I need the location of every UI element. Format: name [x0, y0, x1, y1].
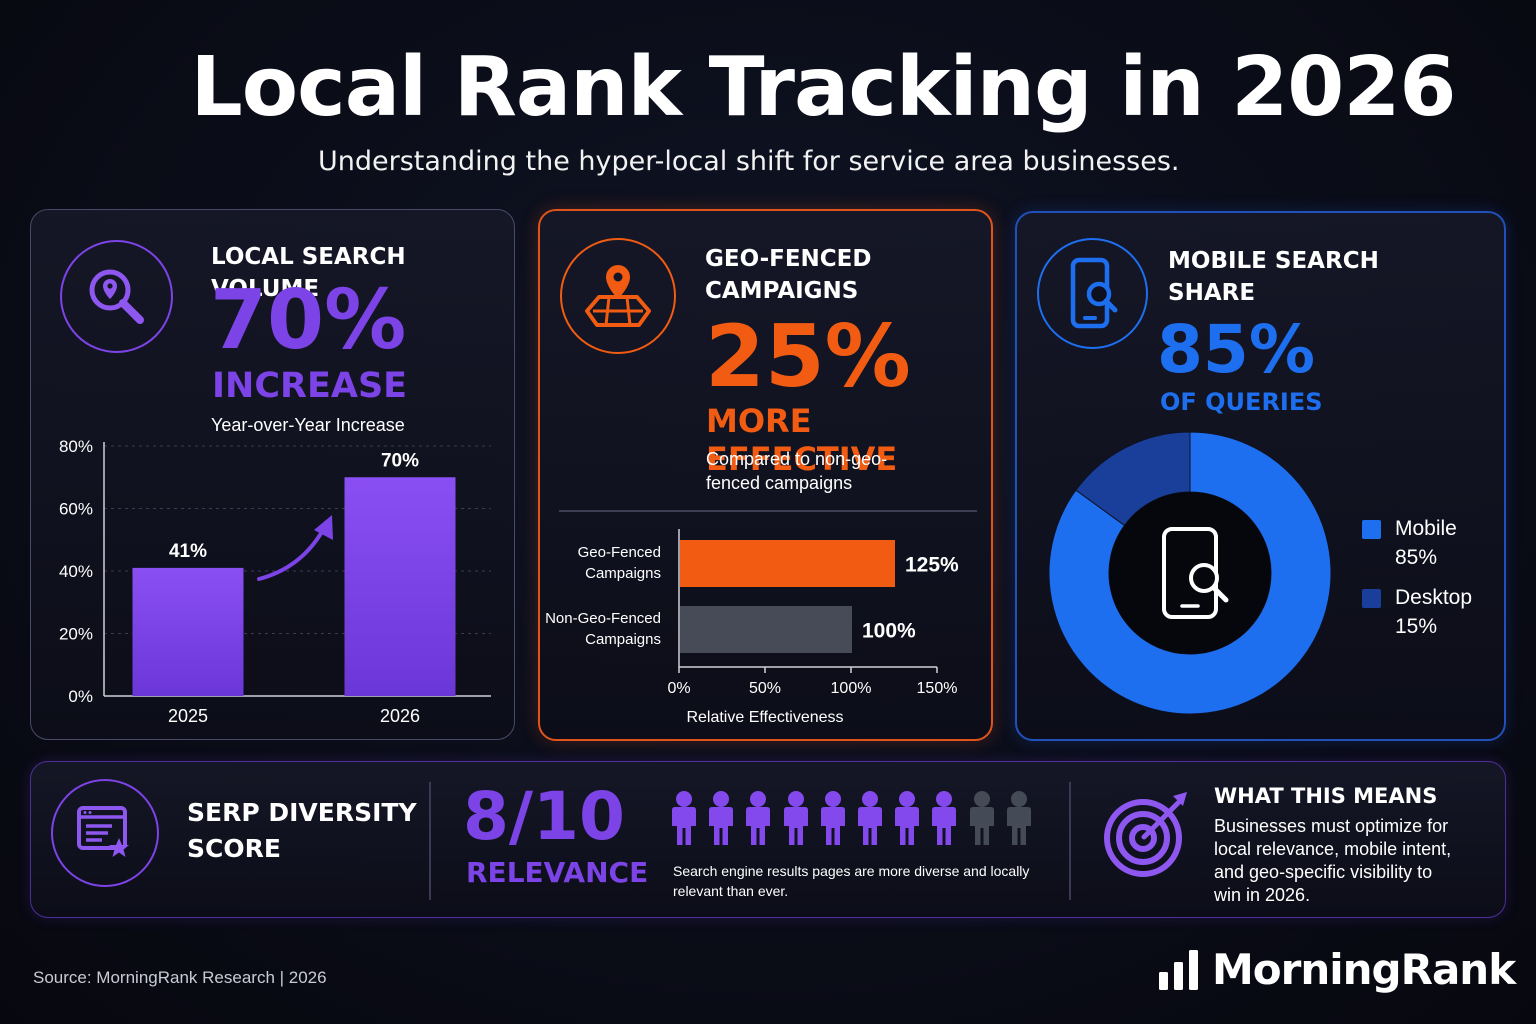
means-line4: win in 2026. [1214, 885, 1311, 905]
person-icon-filled [932, 791, 957, 845]
x-tick-label: 2026 [380, 706, 420, 726]
brand-logo: MorningRank [1158, 945, 1516, 994]
x-tick-label: 50% [749, 680, 781, 697]
serp-note-line1: Search engine results pages are more div… [673, 863, 1030, 879]
geo-note-line2: fenced campaigns [706, 473, 853, 493]
geo-divider [559, 510, 977, 512]
y-tick-label: 80% [59, 437, 93, 456]
person-icon-empty [969, 791, 994, 845]
search-location-icon [60, 240, 173, 353]
mobile-heading-line2: SHARE [1168, 280, 1256, 306]
bar-chart-logo-icon [1159, 949, 1198, 990]
geo-note-line1: Compared to non-geo- [706, 449, 888, 469]
bar-data-label: 70% [381, 450, 419, 471]
y-tick-label: 40% [59, 562, 93, 581]
serp-score-people [669, 790, 1039, 850]
person-icon-filled [895, 791, 920, 845]
legend-desktop-swatch [1362, 589, 1381, 608]
serp-note-line2: relevant than ever. [673, 883, 789, 899]
page-title: Local Rank Tracking in 2026 [190, 40, 1457, 135]
hbar-data-label: 125% [905, 554, 959, 577]
x-axis-label: Relative Effectiveness [686, 709, 843, 726]
search-volume-heading: LOCAL SEARCH VOLUME [211, 244, 406, 302]
search-volume-label: INCREASE [212, 366, 408, 406]
serp-divider-right [1069, 782, 1071, 900]
bar-data-label: 41% [169, 541, 207, 562]
browser-star-icon [51, 779, 159, 887]
legend-mobile-swatch [1362, 520, 1381, 539]
geo-heading-line1: GEO-FENCED [705, 246, 872, 272]
serp-value: 8/10 [463, 778, 625, 855]
bar-2026 [344, 477, 456, 696]
legend-mobile: Mobile 85% [1362, 514, 1457, 572]
person-icon-filled [783, 791, 808, 845]
mobile-value: 85% [1157, 311, 1315, 388]
search-volume-bar-chart: 0% 20% 40% 60% 80% 41% 2025 70% 2026 [59, 437, 491, 726]
serp-heading-line2: SCORE [187, 834, 281, 863]
geo-value: 25% [705, 307, 911, 407]
mobile-search-icon [1037, 238, 1148, 349]
person-icon-filled [746, 791, 771, 845]
legend-desktop: Desktop 15% [1362, 583, 1472, 641]
search-volume-note: Year-over-Year Increase [211, 415, 405, 435]
mobile-share-card: MOBILE SEARCH SHARE 85% OF QUERIES Mobil… [1015, 211, 1506, 741]
y-tick-label: 60% [59, 500, 93, 519]
serp-diversity-card: SERP DIVERSITY SCORE 8/10 RELEVANCE Sear… [30, 761, 1506, 918]
brand-name: MorningRank [1212, 945, 1516, 994]
search-volume-card: LOCAL SEARCH VOLUME 70% INCREASE Year-ov… [30, 209, 515, 740]
target-icon [1097, 782, 1197, 882]
hbar-0 [680, 540, 895, 587]
person-icon-filled [672, 791, 696, 845]
hbar-category-label: Geo-Fenced [578, 544, 661, 561]
geo-label: MORE EFFECTIVE [706, 402, 898, 478]
legend-desktop-value: 15% [1395, 615, 1438, 638]
means-heading: WHAT THIS MEANS [1214, 784, 1438, 808]
means-line3: and geo-specific visibility to [1214, 862, 1433, 882]
growth-arrow-icon [257, 528, 325, 581]
legend-desktop-label: Desktop [1395, 586, 1473, 609]
means-line2: local relevance, mobile intent, [1214, 839, 1452, 859]
legend-mobile-label: Mobile [1395, 517, 1457, 540]
hbar-1 [680, 606, 852, 653]
mobile-heading-line1: MOBILE SEARCH [1168, 248, 1379, 274]
magnifier-icon [1189, 563, 1219, 593]
map-pin-icon [560, 238, 676, 354]
serp-label: RELEVANCE [466, 856, 649, 889]
x-tick-label: 150% [917, 680, 958, 697]
means-line1: Businesses must optimize for [1214, 816, 1449, 836]
x-tick-label: 2025 [168, 706, 208, 726]
x-tick-label: 100% [831, 680, 872, 697]
person-icon-filled [858, 791, 882, 845]
y-tick-label: 0% [68, 687, 93, 706]
mobile-label: OF QUERIES [1160, 388, 1323, 416]
y-tick-label: 20% [59, 625, 93, 644]
hbar-category-label: Campaigns [585, 565, 661, 582]
magnifier-handle [1211, 585, 1229, 603]
source-note: Source: MorningRank Research | 2026 [33, 968, 327, 987]
person-icon-filled [820, 791, 845, 845]
growth-arrowhead-icon [314, 515, 333, 540]
person-icon-empty [1006, 791, 1031, 845]
hbar-category-label: Campaigns [585, 631, 661, 648]
serp-heading-line1: SERP DIVERSITY [187, 798, 417, 827]
page-subtitle: Understanding the hyper-local shift for … [318, 146, 1180, 177]
geo-heading-line2: CAMPAIGNS [705, 278, 859, 304]
geo-fenced-card: GEO-FENCED CAMPAIGNS 25% MORE EFFECTIVE … [538, 209, 993, 741]
hbar-category-label: Non-Geo-Fenced [545, 610, 661, 627]
hbar-data-label: 100% [862, 620, 916, 643]
search-volume-value: 70% [210, 273, 407, 368]
x-tick-label: 0% [667, 680, 690, 697]
bar-2025 [132, 567, 244, 696]
geo-effectiveness-bar-chart: 0% 50% 100% 150% Relative Effectiveness 125% G… [545, 529, 959, 726]
person-icon-filled [709, 791, 734, 845]
legend-mobile-value: 85% [1395, 546, 1438, 569]
mobile-share-donut-chart [1048, 431, 1332, 715]
serp-divider-left [429, 782, 431, 900]
